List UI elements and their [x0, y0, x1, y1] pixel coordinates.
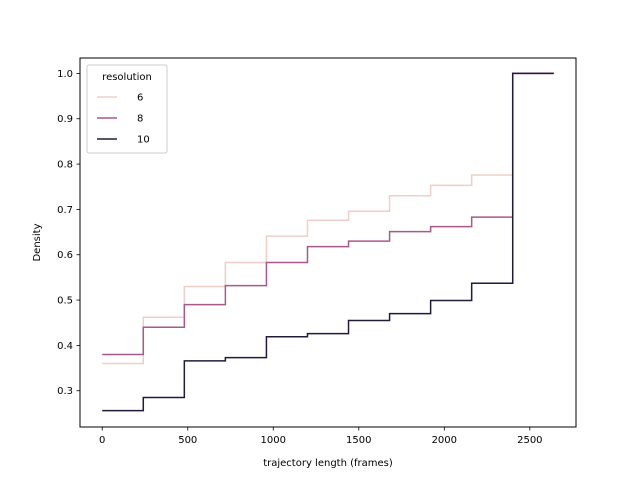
x-tick-label: 2500 [517, 435, 542, 446]
y-tick-label: 0.8 [57, 160, 73, 171]
legend-label-6: 6 [137, 93, 143, 104]
x-axis-label: trajectory length (frames) [263, 458, 393, 469]
y-tick-label: 0.3 [57, 386, 73, 397]
x-tick-label: 1500 [346, 435, 371, 446]
y-tick-label: 0.5 [57, 296, 73, 307]
x-tick-label: 500 [178, 435, 197, 446]
legend-box [86, 64, 168, 154]
y-axis: 0.3 0.4 0.5 0.6 0.7 0.8 0.9 1.0 [57, 69, 80, 397]
y-axis-label: Density [32, 223, 43, 261]
legend-label-10: 10 [137, 135, 150, 146]
x-tick-label: 0 [99, 435, 105, 446]
x-tick-label: 1000 [261, 435, 286, 446]
series-layer [102, 72, 554, 412]
y-tick-label: 0.9 [57, 114, 73, 125]
y-tick-label: 1.0 [57, 69, 73, 80]
series-line-6 [102, 72, 554, 365]
legend-label-8: 8 [137, 114, 143, 125]
y-tick-label: 0.7 [57, 205, 73, 216]
series-line-10 [102, 72, 554, 412]
series-line-8 [102, 72, 554, 356]
legend: resolution 6 8 10 [86, 64, 168, 154]
x-tick-label: 2000 [432, 435, 457, 446]
plot-frame [79, 57, 577, 428]
y-tick-label: 0.6 [57, 250, 73, 261]
legend-title: resolution [102, 72, 152, 83]
x-axis: 0 500 1000 1500 2000 2500 [99, 427, 543, 446]
y-tick-label: 0.4 [57, 341, 73, 352]
